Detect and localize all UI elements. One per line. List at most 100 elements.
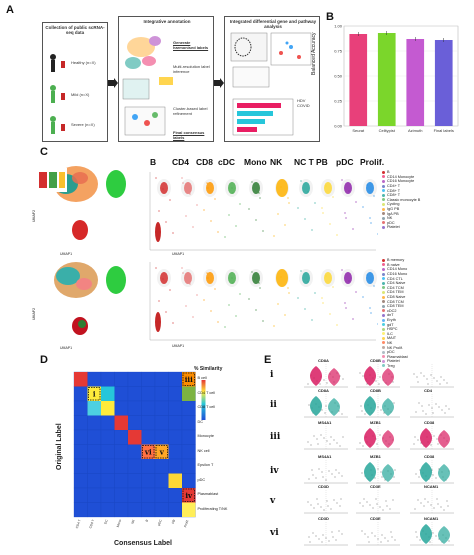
legend-label: ILC [387, 331, 393, 336]
legend-swatch [382, 272, 385, 276]
violin-shape [364, 366, 376, 386]
violin-shape [438, 464, 450, 482]
violin-shape [328, 368, 340, 386]
heatmap-highlight-cell [128, 430, 142, 445]
violin-gene-label: CD3D [318, 484, 329, 489]
heatmap-callout-label: vi [144, 447, 152, 456]
legend-label: CD14 Monocyte [387, 174, 415, 179]
split-umap-axis-x-2: UMAP1 [172, 344, 185, 348]
panel-label-c: C [40, 146, 48, 158]
y-tick-label: 1.00 [334, 24, 343, 29]
violin-plot [356, 394, 400, 418]
split-umaps-row1 [149, 172, 378, 251]
heatmap-cell [100, 371, 115, 387]
heatmap-cell [73, 487, 88, 503]
analysis-legend: HDV COVID [297, 98, 310, 108]
legend-swatch [382, 341, 385, 345]
legend-swatch [382, 336, 385, 340]
heatmap-cell [181, 429, 196, 445]
legend-swatch [382, 258, 385, 262]
legend-label: B [387, 170, 390, 175]
umap-axis-y-2: UMAP2 [32, 307, 36, 320]
heatmap-cell [87, 371, 102, 387]
box-collection-title: Collection of public scRNA-seq data [45, 25, 105, 35]
heatmap-callout-box [142, 445, 155, 459]
split-umap-cell [181, 267, 198, 318]
heatmap-highlight-cell [182, 502, 196, 517]
heatmap-row-label: Plasmablast [197, 492, 219, 496]
chart-b-ylabel: Balanced Accuracy [311, 32, 317, 75]
violin-gene-label: MS4A1 [318, 420, 332, 425]
heatmap-cell [114, 429, 129, 445]
heatmap-col-label: Mono [116, 519, 123, 528]
heatmap-row-label: Epsilon T [197, 463, 214, 467]
y-tick-label: 0.25 [334, 99, 343, 104]
person-icon [50, 54, 56, 72]
legend-entry: IgA PB [382, 211, 442, 216]
legend-label: NK Prolif. [387, 345, 404, 350]
legend-swatch [382, 212, 385, 216]
umap-column-title: NK [270, 157, 283, 167]
x-tick-label: Azimuth [408, 128, 422, 133]
heatmap-cell [114, 444, 129, 460]
heatmap-cell [73, 502, 88, 518]
person-icon [50, 116, 56, 134]
split-umap-cell [297, 269, 316, 321]
legend-swatch [382, 202, 385, 206]
heatmap-highlight-cell [101, 386, 115, 401]
heatmap-cell [168, 371, 183, 387]
heatmap-highlight-cell [114, 415, 128, 430]
cohort-severe: Severe (n=X) [71, 122, 95, 127]
legend-label: CD16 Mono [387, 272, 408, 277]
umap-row1-thumb [37, 168, 67, 192]
panel-label-a: A [6, 4, 14, 16]
umap-row2-left [54, 262, 126, 335]
umap-axis-x-2: UMAP1 [60, 346, 73, 350]
heatmap-cell [168, 444, 183, 460]
legend-swatch [382, 290, 385, 294]
heatmap-cell [141, 487, 156, 503]
violin-row-label: i [270, 370, 274, 380]
legend-entry: cDC2 [382, 309, 442, 314]
legend-entry: CD16 Monocyte [382, 179, 442, 184]
heatmap-cell [181, 444, 196, 460]
legend-swatch [382, 184, 385, 188]
split-umap-cell [203, 179, 219, 233]
heatmap-cell [141, 400, 156, 416]
heatmap-row-label: DC [197, 419, 203, 424]
heatmap-cell [73, 444, 88, 460]
heatmap-col-label: PB [171, 519, 176, 524]
heatmap-cell [73, 458, 88, 474]
heatmap-row-label: CD4 T cell [197, 390, 216, 395]
violin-row-label: iii [270, 432, 281, 442]
legend-swatch [382, 225, 385, 229]
heatmap-highlight-cell [182, 386, 196, 401]
violin-plot [304, 364, 348, 388]
legend-entry: gdT [382, 322, 442, 327]
legend-label: CD8 TCM [387, 299, 404, 304]
violin-shape [364, 396, 376, 416]
panel-a-box-analysis: Integrated differential gene and pathway… [224, 16, 320, 142]
legend-label: CD4 TEM [387, 290, 404, 295]
umap-column-title: CD8 [196, 157, 214, 167]
legend-swatch [382, 300, 385, 304]
violin-shape [382, 430, 394, 448]
heatmap-row-label: B cell [197, 376, 207, 380]
legend-entry: CD16 Mono [382, 272, 442, 277]
legend-label: CD4 TCM [387, 285, 404, 290]
legend-covid: COVID [297, 102, 310, 108]
heatmap-cell [141, 415, 156, 431]
legend-swatch [382, 364, 385, 368]
violin-plot [356, 460, 400, 484]
heatmap-legend-title: % Similarity [194, 366, 223, 372]
legend-label: CD8 TEM [387, 304, 404, 309]
legend-entry: NK [382, 341, 442, 346]
heatmap-cell [87, 458, 102, 474]
legend-swatch [382, 198, 385, 202]
x-tick-label: Celltypist [379, 128, 396, 133]
heatmap-cell [114, 487, 129, 503]
violin-gene-label: MZB1 [370, 454, 381, 459]
panel-label-b: B [326, 11, 334, 23]
y-tick-label: 0.50 [334, 74, 343, 79]
heatmap-cell [127, 415, 142, 431]
